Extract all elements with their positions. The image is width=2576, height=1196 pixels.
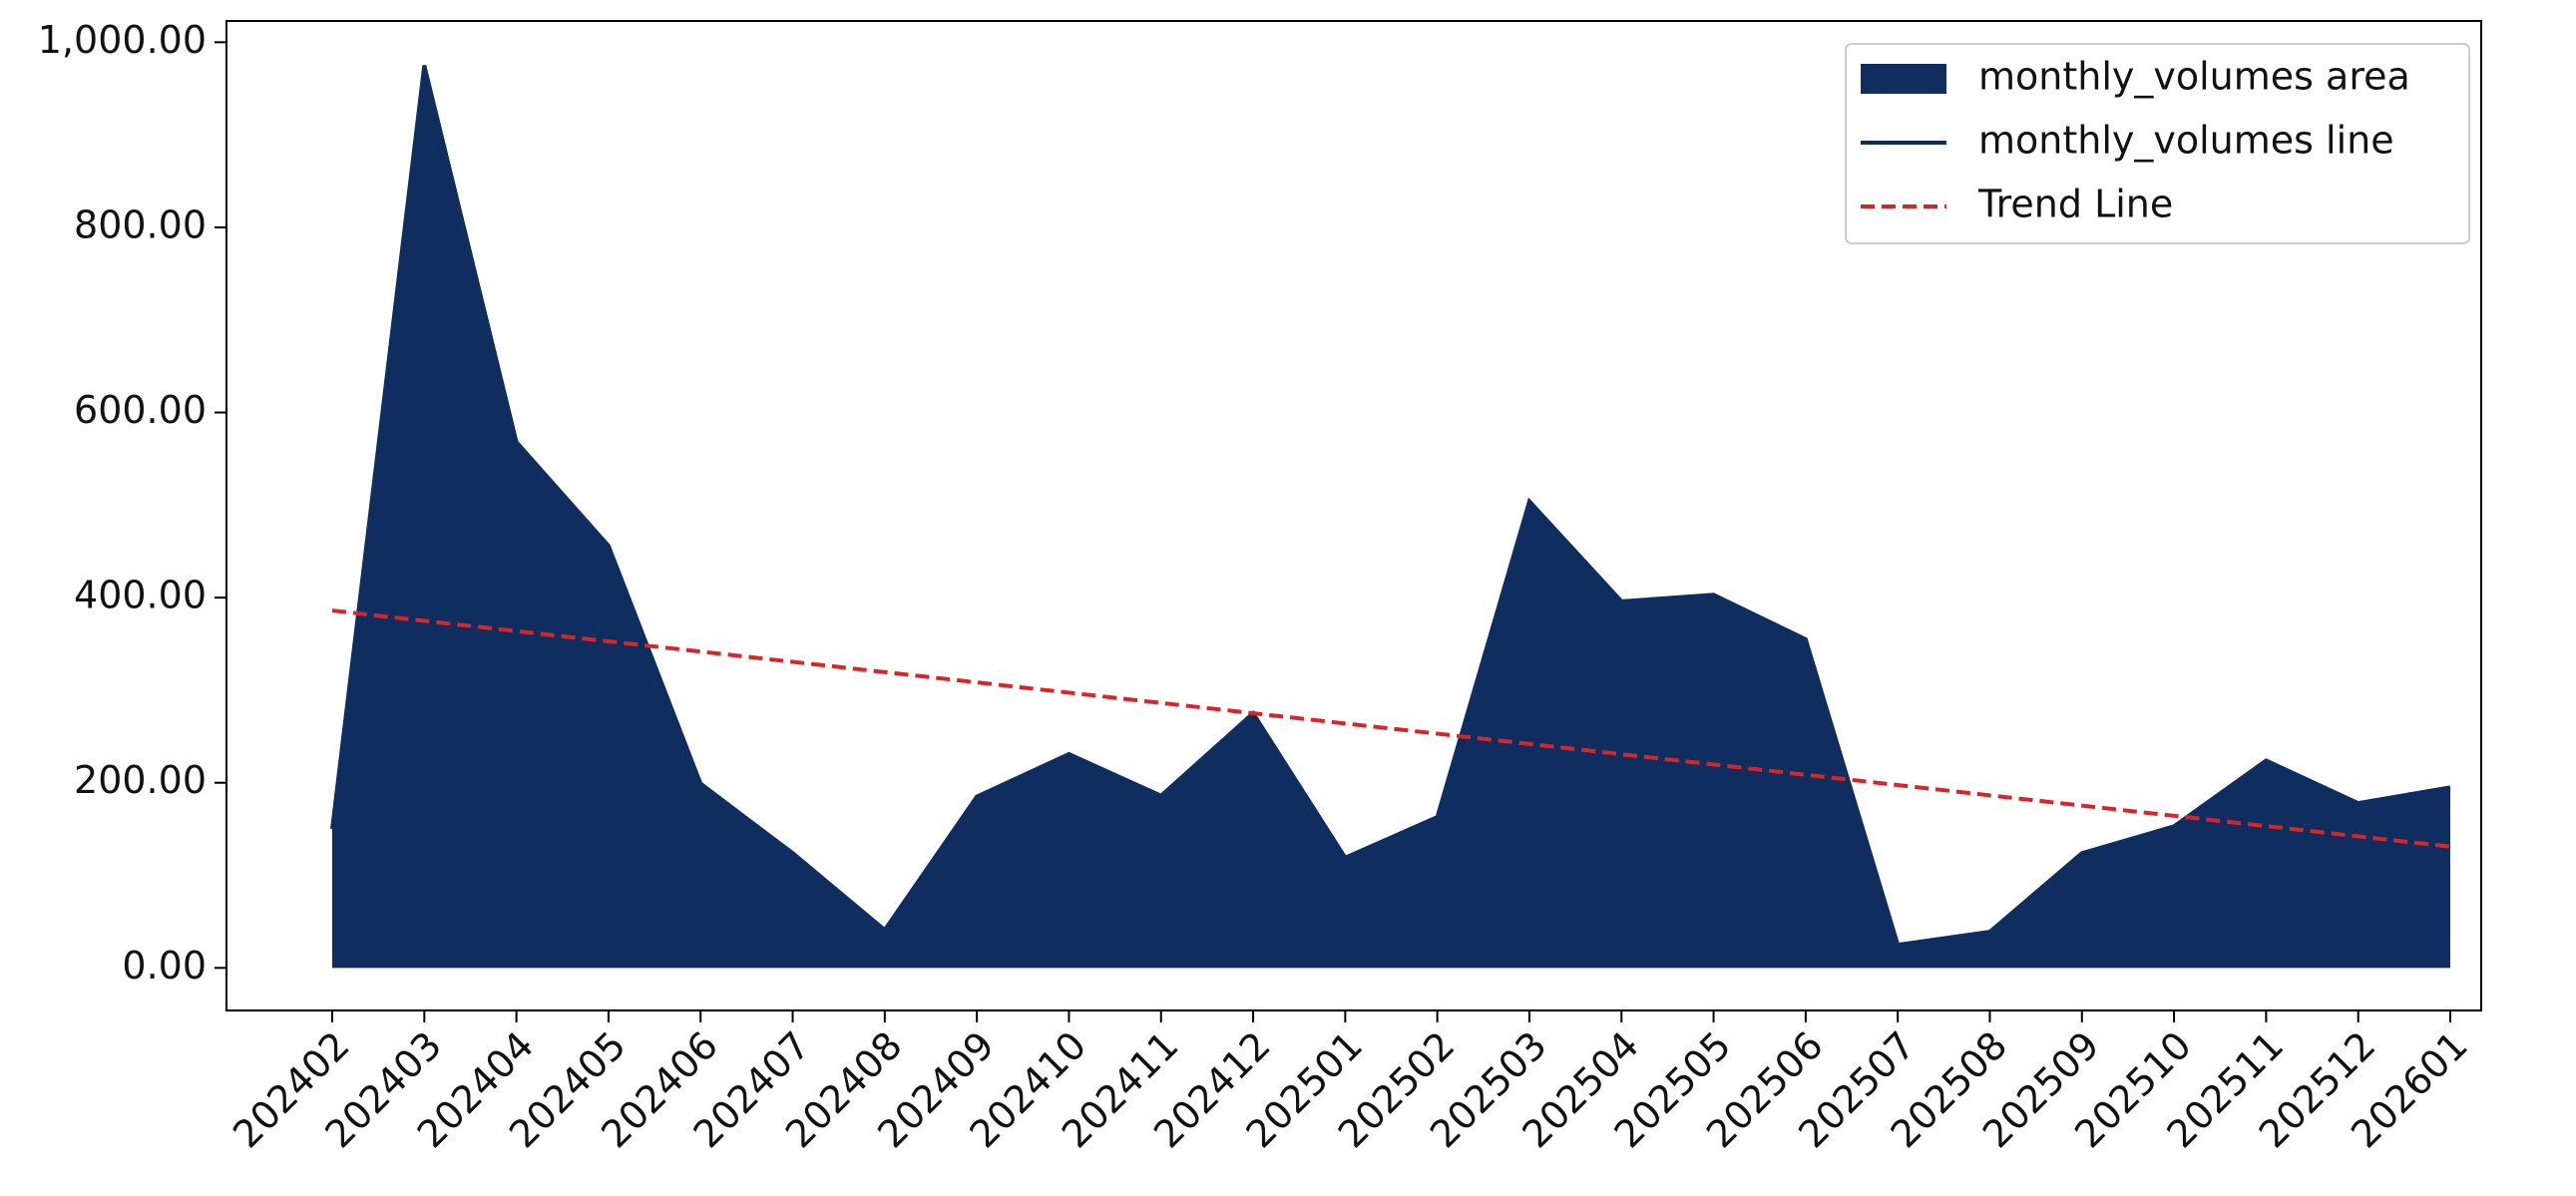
y-tick-label: 0.00: [122, 944, 207, 988]
y-tick-label: 800.00: [74, 202, 207, 246]
y-tick-label: 600.00: [74, 388, 207, 432]
legend-label: Trend Line: [1977, 183, 2173, 226]
area: [332, 65, 2450, 969]
legend-box: [1845, 43, 2470, 244]
y-tick-label: 200.00: [74, 758, 207, 802]
y-tick-label: 400.00: [74, 574, 207, 617]
line: [330, 65, 2451, 948]
legend-label: monthly_volumes line: [1978, 119, 2394, 163]
legend-label: monthly_volumes area: [1978, 55, 2410, 99]
legend-swatch: [1861, 64, 1946, 94]
y-tick-label: 1,000.00: [38, 18, 207, 62]
plot-frame: [225, 20, 2482, 1011]
